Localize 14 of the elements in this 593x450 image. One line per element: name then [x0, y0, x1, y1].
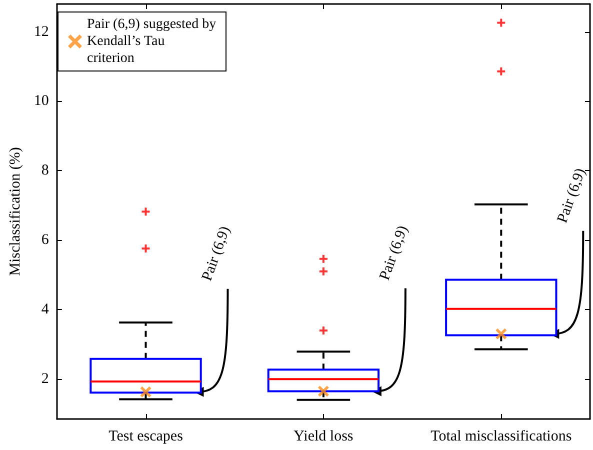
x-tick-label: Test escapes	[108, 428, 184, 444]
y-tick-label: 4	[41, 302, 50, 318]
x-tick-label: Yield loss	[294, 428, 354, 444]
y-tick-label: 8	[41, 162, 49, 179]
annotation: Pair (6,9)	[554, 166, 589, 226]
legend-label: Pair (6,9) suggested by Kendall’s Tau criterion	[87, 17, 220, 66]
y-tick-label: 10	[34, 93, 49, 110]
y-tick-label: 2	[41, 371, 49, 388]
y-axis-title: Misclassification (%)	[8, 147, 24, 276]
y-tick-label: 12	[34, 24, 49, 40]
annotation: Pair (6,9)	[199, 224, 234, 284]
x-tick-label: Total misclassifications	[430, 428, 572, 444]
y-tick-label: 6	[41, 232, 50, 248]
annotation: Pair (6,9)	[376, 224, 412, 282]
